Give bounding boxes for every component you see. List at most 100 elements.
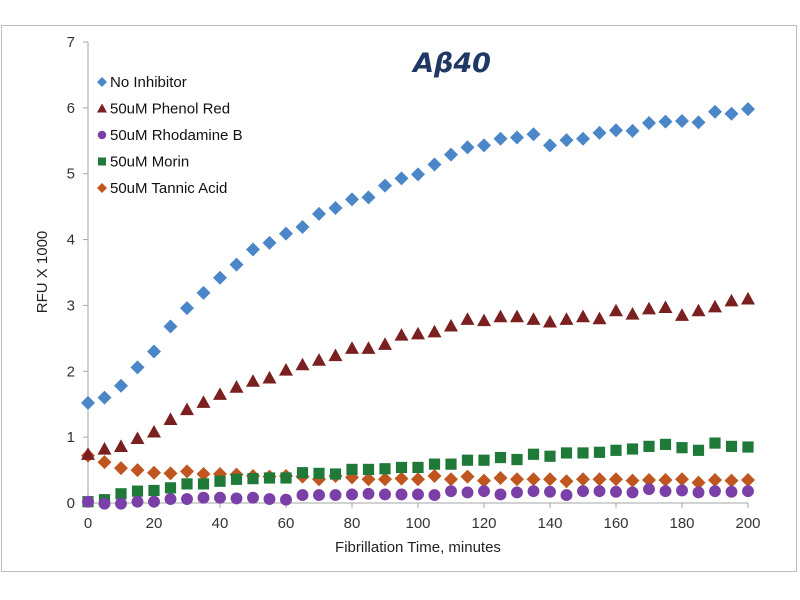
data-point bbox=[378, 472, 392, 487]
data-point bbox=[262, 235, 277, 250]
data-point bbox=[559, 312, 574, 325]
data-point bbox=[229, 257, 244, 272]
data-point bbox=[412, 488, 424, 501]
data-point bbox=[313, 489, 325, 502]
y-tick-label: 1 bbox=[67, 429, 75, 446]
x-axis-ticks: 0 20 40 60 80 100 120 140 160 180 200 bbox=[84, 503, 761, 532]
data-point bbox=[625, 306, 640, 320]
data-point bbox=[527, 485, 540, 498]
data-point bbox=[214, 491, 226, 504]
data-point bbox=[460, 312, 475, 325]
x-tick-label: 160 bbox=[603, 515, 628, 532]
data-point bbox=[214, 475, 226, 487]
data-point bbox=[511, 486, 523, 499]
data-point bbox=[543, 138, 557, 153]
data-point bbox=[229, 380, 244, 393]
data-point bbox=[213, 387, 227, 400]
data-point bbox=[345, 341, 359, 354]
y-tick-label: 4 bbox=[67, 232, 75, 249]
plot-area bbox=[81, 102, 755, 510]
data-point bbox=[642, 116, 656, 131]
x-tick-label: 180 bbox=[669, 515, 694, 532]
data-point bbox=[526, 312, 541, 325]
data-point bbox=[379, 463, 391, 475]
data-point bbox=[130, 360, 145, 375]
data-point bbox=[675, 308, 689, 321]
data-point bbox=[328, 348, 343, 362]
data-point bbox=[130, 463, 145, 478]
data-point bbox=[411, 472, 425, 487]
data-point bbox=[115, 497, 127, 510]
series-no-inhibitor bbox=[81, 102, 755, 410]
data-point bbox=[361, 190, 376, 205]
data-point bbox=[592, 311, 607, 325]
data-point bbox=[658, 300, 673, 314]
data-point bbox=[494, 451, 507, 464]
data-point bbox=[625, 473, 640, 488]
x-tick-label: 60 bbox=[278, 515, 295, 532]
data-point bbox=[427, 324, 442, 338]
data-point bbox=[280, 493, 292, 506]
data-point bbox=[97, 390, 112, 405]
legend-marker-circle-icon bbox=[97, 130, 107, 140]
data-point bbox=[741, 291, 755, 305]
data-point bbox=[460, 469, 475, 484]
data-point bbox=[361, 472, 376, 487]
data-point bbox=[147, 465, 161, 480]
x-tick-label: 80 bbox=[344, 515, 361, 532]
data-point bbox=[510, 130, 524, 145]
legend-item: 50uM Rhodamine B bbox=[97, 127, 243, 144]
data-point bbox=[98, 497, 111, 510]
legend-label: 50uM Morin bbox=[110, 154, 189, 171]
data-point bbox=[412, 461, 424, 474]
data-point bbox=[477, 138, 491, 153]
data-point bbox=[114, 378, 128, 393]
series-50um-rhodamine-b bbox=[82, 483, 754, 510]
data-point bbox=[724, 473, 739, 488]
data-point bbox=[658, 472, 673, 487]
data-point bbox=[527, 448, 540, 460]
data-point bbox=[659, 438, 672, 450]
x-tick-label: 100 bbox=[405, 515, 430, 532]
x-tick-label: 200 bbox=[735, 515, 760, 532]
data-point bbox=[296, 467, 309, 479]
y-tick-label: 7 bbox=[67, 34, 75, 51]
data-point bbox=[708, 472, 722, 487]
data-point bbox=[659, 485, 672, 498]
data-point bbox=[411, 167, 425, 182]
data-point bbox=[196, 285, 211, 300]
data-point bbox=[477, 473, 491, 488]
data-point bbox=[461, 486, 474, 499]
data-point bbox=[395, 461, 408, 474]
data-point bbox=[741, 472, 755, 487]
legend-label: 50uM Rhodamine B bbox=[110, 127, 243, 144]
data-point bbox=[279, 226, 293, 241]
data-point bbox=[427, 468, 442, 483]
data-point bbox=[196, 395, 211, 408]
legend-label: 50uM Phenol Red bbox=[110, 101, 230, 118]
legend-marker-diamond-icon bbox=[97, 183, 107, 193]
data-point bbox=[493, 131, 508, 146]
x-tick-label: 120 bbox=[471, 515, 496, 532]
data-point bbox=[592, 472, 607, 487]
data-point bbox=[115, 488, 127, 500]
legend: No Inhibitor 50uM Phenol Red 50uM Rhodamin… bbox=[97, 74, 243, 197]
data-point bbox=[328, 200, 343, 215]
data-point bbox=[609, 472, 623, 487]
data-point bbox=[692, 444, 705, 456]
x-tick-label: 20 bbox=[146, 515, 163, 532]
data-point bbox=[378, 178, 392, 193]
data-point bbox=[460, 140, 475, 155]
data-point bbox=[82, 495, 94, 508]
chart-title: Aβ40 bbox=[411, 48, 491, 79]
data-point bbox=[544, 485, 556, 498]
legend-item: 50uM Morin bbox=[98, 154, 189, 171]
data-point bbox=[461, 454, 474, 466]
data-point bbox=[346, 463, 358, 476]
data-point bbox=[378, 337, 392, 350]
data-point bbox=[577, 447, 589, 459]
data-point bbox=[131, 495, 144, 508]
y-tick-label: 3 bbox=[67, 297, 75, 314]
y-tick-label: 5 bbox=[67, 166, 75, 183]
data-point bbox=[544, 450, 556, 462]
